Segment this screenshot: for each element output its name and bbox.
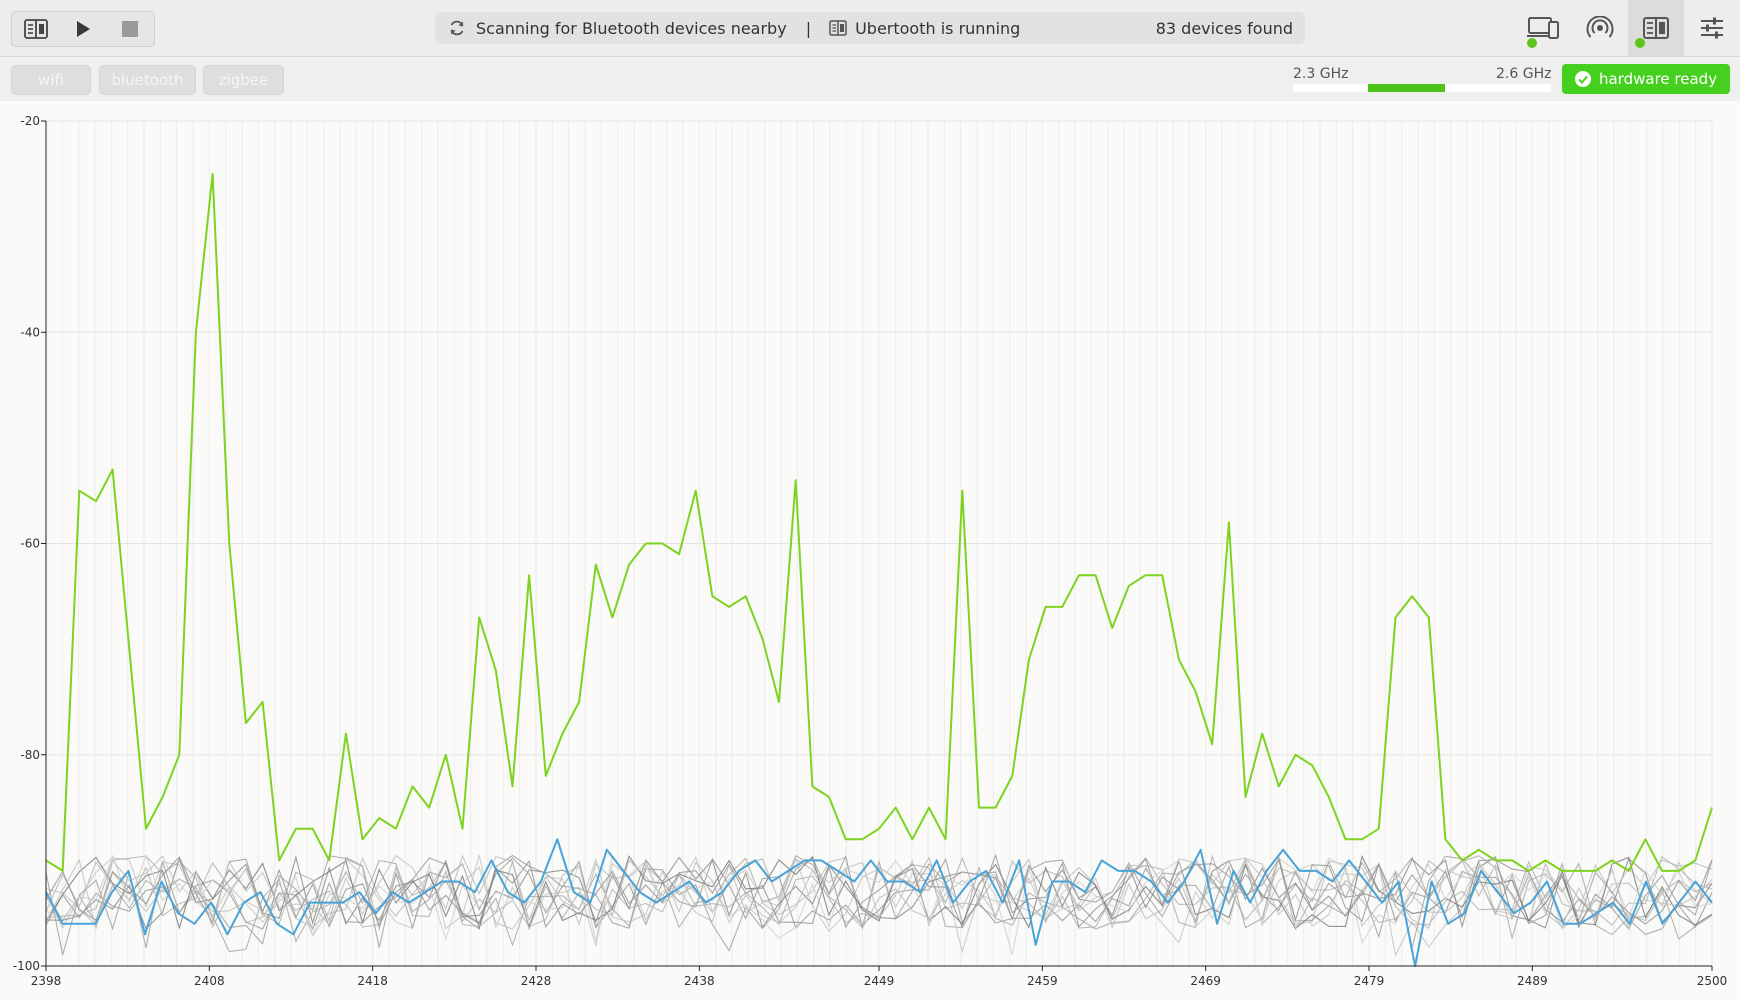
spectrum-icon xyxy=(23,19,48,39)
range-selection[interactable] xyxy=(1367,84,1446,92)
devices-icon xyxy=(1527,17,1559,39)
y-tick-label: -20 xyxy=(20,114,40,128)
x-tick-label: 2449 xyxy=(864,974,895,988)
chart-series xyxy=(45,172,1713,967)
x-tick-label: 2418 xyxy=(357,974,388,988)
refresh-icon xyxy=(448,19,466,37)
y-tick-label: -100 xyxy=(13,959,40,973)
filter-bluetooth[interactable]: bluetooth xyxy=(99,65,196,95)
spectrum-view-tab[interactable] xyxy=(1628,0,1684,56)
devices-view-button[interactable] xyxy=(1516,0,1572,56)
series-line-peak xyxy=(45,172,1713,872)
range-max-label: 2.6 GHz xyxy=(1496,66,1552,82)
stop-icon xyxy=(121,21,138,37)
x-tick-label: 2428 xyxy=(521,974,552,988)
broadcast-icon xyxy=(1586,16,1614,38)
x-tick-label: 2459 xyxy=(1027,974,1058,988)
filter-bar: wifi bluetooth zigbee 2.3 GHz 2.6 GHz ha… xyxy=(0,57,1740,101)
y-tick-label: -60 xyxy=(20,537,40,551)
view-switcher xyxy=(1516,0,1740,56)
chart-grid xyxy=(45,120,1713,967)
background-trace xyxy=(45,854,1713,930)
x-tick-label: 2408 xyxy=(194,974,225,988)
radio-device-icon xyxy=(829,20,847,36)
device-count: 83 devices found xyxy=(1155,18,1293,38)
scan-status-text: Scanning for Bluetooth devices nearby xyxy=(476,18,787,38)
background-trace xyxy=(45,854,1713,956)
spectrum-status-dot xyxy=(1635,38,1645,48)
background-trace xyxy=(45,854,1713,931)
check-circle-icon xyxy=(1575,71,1591,87)
y-tick-label: -40 xyxy=(20,325,40,339)
play-icon xyxy=(76,21,90,37)
x-tick-label: 2479 xyxy=(1354,974,1385,988)
stop-button[interactable] xyxy=(106,12,153,46)
settings-button[interactable] xyxy=(1684,0,1740,56)
ubertooth-status-text: Ubertooth is running xyxy=(855,18,1021,38)
spectrum-icon xyxy=(1643,17,1669,39)
play-button[interactable] xyxy=(59,12,106,46)
broadcast-view-button[interactable] xyxy=(1572,0,1628,56)
devices-status-dot xyxy=(1527,38,1537,48)
x-tick-label: 2489 xyxy=(1517,974,1548,988)
background-trace xyxy=(45,854,1713,955)
playback-controls xyxy=(11,11,155,47)
x-tick-label: 2500 xyxy=(1697,974,1728,988)
x-tick-label: 2398 xyxy=(31,974,62,988)
status-separator: | xyxy=(805,18,812,38)
x-tick-label: 2438 xyxy=(684,974,715,988)
hardware-status-label: hardware ready xyxy=(1599,70,1718,88)
range-min-label: 2.3 GHz xyxy=(1293,66,1349,82)
filter-zigbee[interactable]: zigbee xyxy=(203,65,284,95)
background-trace xyxy=(45,854,1713,930)
spectrum-view-button[interactable] xyxy=(12,12,59,46)
series-line-selected xyxy=(45,838,1713,967)
sliders-icon xyxy=(1701,17,1723,39)
hardware-status-badge: hardware ready xyxy=(1562,64,1730,94)
scan-status-bar: Scanning for Bluetooth devices nearby | … xyxy=(435,12,1305,44)
filter-wifi[interactable]: wifi xyxy=(11,65,91,95)
frequency-range-slider[interactable] xyxy=(1293,84,1551,92)
top-toolbar: Scanning for Bluetooth devices nearby | … xyxy=(0,0,1740,57)
x-tick-label: 2469 xyxy=(1190,974,1221,988)
y-tick-label: -80 xyxy=(20,748,40,762)
